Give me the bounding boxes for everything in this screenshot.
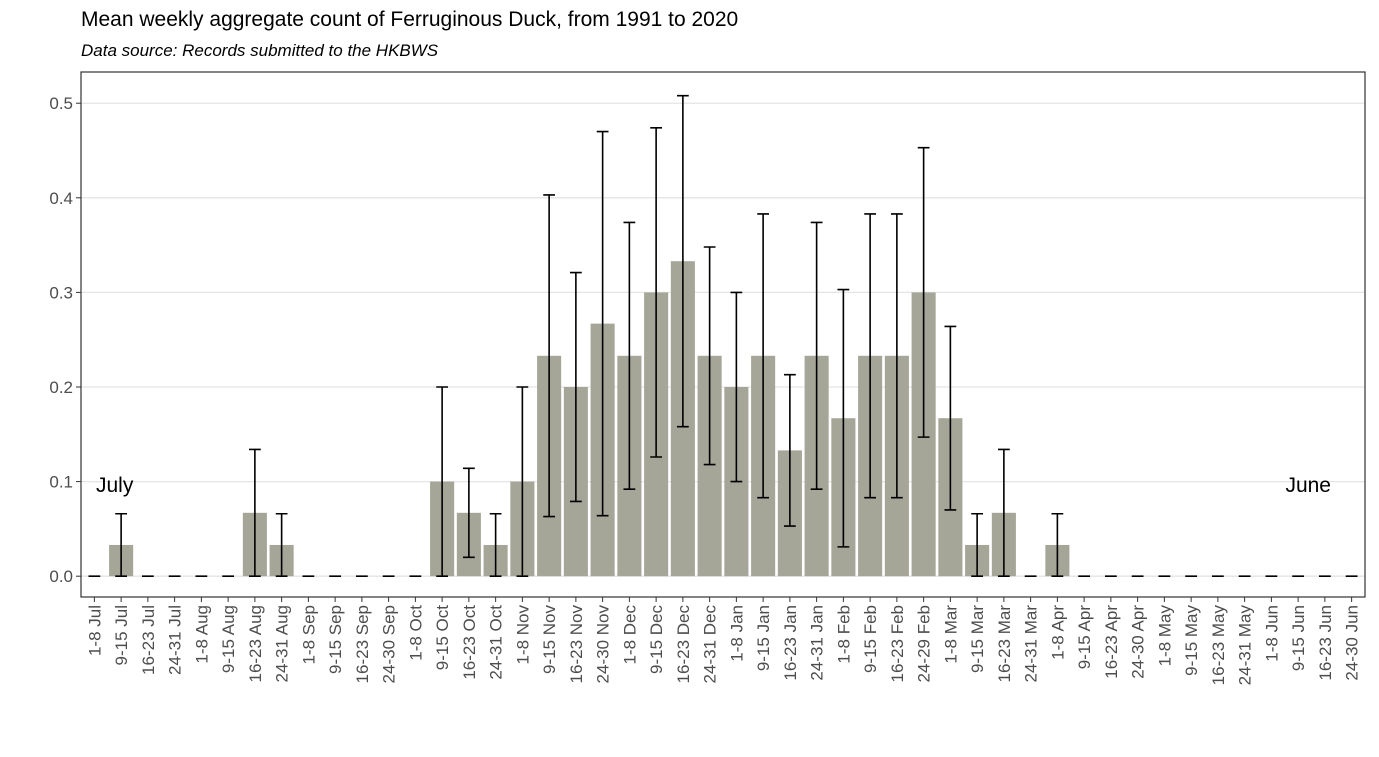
error-bar [516, 386, 529, 577]
y-tick-label: 0.0 [49, 567, 73, 586]
x-tick-label: 1-8 Jun [1262, 605, 1281, 662]
x-tick-label: 16-23 Jul [139, 605, 158, 675]
x-tick-label: 9-15 Apr [1075, 605, 1094, 670]
error-bar [783, 373, 796, 527]
x-tick-label: 1-8 Apr [1048, 605, 1067, 660]
error-bar [436, 386, 449, 577]
y-tick-label: 0.4 [49, 189, 73, 208]
error-bar [997, 448, 1010, 577]
x-tick-label: 16-23 Sep [353, 605, 372, 683]
plot-border [80, 71, 1366, 598]
error-bar [248, 448, 261, 577]
error-bar [757, 213, 770, 499]
x-tick-label: 16-23 Dec [674, 605, 693, 684]
annotation: July [96, 474, 134, 497]
x-tick-label: 16-23 Apr [1102, 605, 1121, 679]
x-tick-label: 9-15 Oct [433, 605, 452, 670]
y-tick-label: 0.3 [49, 283, 73, 302]
x-tick-label: 1-8 Jul [85, 605, 104, 656]
x-tick-label: 1-8 May [1155, 605, 1174, 667]
error-bar [890, 213, 903, 499]
x-tick-label: 9-15 Jun [1289, 605, 1308, 671]
error-bar [489, 512, 502, 577]
error-bar [275, 512, 288, 577]
x-tick-label: 1-8 Mar [941, 605, 960, 664]
x-tick-label: 1-8 Jan [727, 605, 746, 662]
error-bar [462, 467, 475, 559]
x-tick-label: 9-15 Jan [754, 605, 773, 671]
x-tick-label: 1-8 Dec [620, 605, 639, 665]
error-bar [837, 288, 850, 548]
x-tick-label: 1-8 Feb [834, 605, 853, 664]
x-tick-label: 24-30 Sep [380, 605, 399, 683]
x-tick-label: 9-15 Feb [861, 605, 880, 673]
error-bar [569, 271, 582, 503]
x-tick-label: 24-30 Jun [1343, 605, 1362, 681]
error-bar [543, 194, 556, 518]
error-bar [650, 127, 663, 458]
x-tick-label: 16-23 Jan [781, 605, 800, 681]
x-tick-label: 24-31 May [1236, 605, 1255, 686]
x-tick-label: 9-15 May [1182, 605, 1201, 676]
x-tick-label: 9-15 Nov [540, 605, 559, 674]
x-tick-label: 9-15 Dec [647, 605, 666, 674]
error-bar [944, 325, 957, 511]
error-bar [676, 94, 689, 428]
annotation: June [1285, 474, 1331, 497]
y-tick-label: 0.1 [49, 473, 73, 492]
x-tick-label: 9-15 Aug [219, 605, 238, 673]
x-tick-label: 24-29 Feb [915, 605, 934, 683]
x-tick-label: 16-23 Aug [246, 605, 265, 683]
y-tick-label: 0.5 [49, 94, 73, 113]
x-tick-label: 16-23 Jun [1316, 605, 1335, 681]
x-tick-label: 24-31 Jan [808, 605, 827, 681]
error-bar [703, 246, 716, 466]
chart-subtitle: Data source: Records submitted to the HK… [81, 41, 439, 60]
error-bar [864, 213, 877, 499]
x-tick-label: 1-8 Aug [192, 605, 211, 664]
x-tick-label: 16-23 Nov [567, 605, 586, 684]
error-bar [810, 221, 823, 490]
x-tick-label: 16-23 Oct [460, 605, 479, 680]
x-tick-label: 24-31 Dec [701, 605, 720, 684]
x-tick-label: 1-8 Oct [406, 605, 425, 661]
error-bar [1051, 512, 1064, 577]
x-tick-label: 24-31 Jul [166, 605, 185, 675]
chart-title: Mean weekly aggregate count of Ferrugino… [81, 8, 738, 31]
error-bar [623, 221, 636, 490]
x-tick-label: 1-8 Nov [513, 605, 532, 665]
x-tick-label: 16-23 Feb [888, 605, 907, 683]
x-tick-label: 9-15 Jul [112, 605, 131, 665]
error-bar [917, 146, 930, 438]
x-tick-label: 9-15 Sep [326, 605, 345, 674]
error-bar [115, 512, 128, 577]
x-tick-label: 24-30 Apr [1129, 605, 1148, 679]
x-tick-label: 16-23 Mar [995, 605, 1014, 683]
x-tick-label: 24-30 Nov [594, 605, 613, 684]
error-bar [596, 130, 609, 517]
x-tick-label: 9-15 Mar [968, 605, 987, 673]
x-tick-label: 16-23 May [1209, 605, 1228, 686]
x-tick-label: 24-31 Oct [487, 605, 506, 680]
x-tick-label: 24-31 Mar [1022, 605, 1041, 683]
y-tick-label: 0.2 [49, 378, 73, 397]
plot-background [81, 72, 1365, 597]
x-tick-label: 1-8 Sep [299, 605, 318, 665]
error-bar [730, 291, 743, 483]
error-bar [971, 512, 984, 577]
x-tick-label: 24-31 Aug [273, 605, 292, 683]
